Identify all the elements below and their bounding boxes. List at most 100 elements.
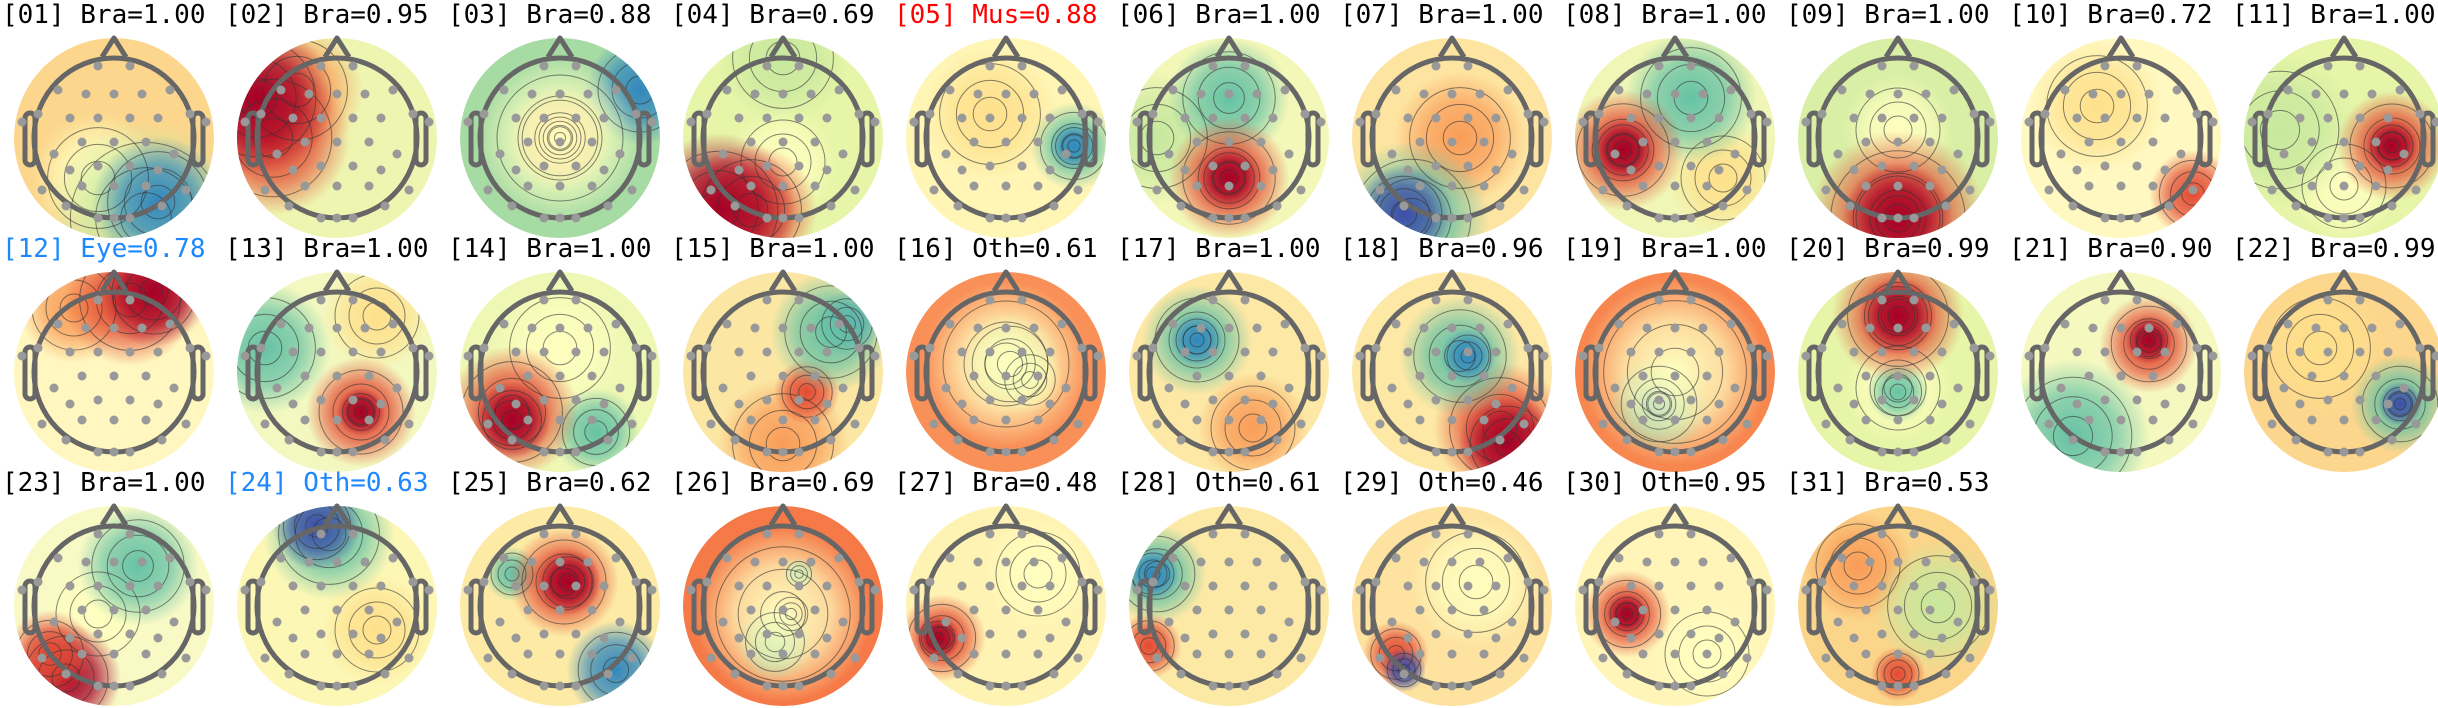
- electrode: [1416, 372, 1425, 381]
- electrode: [1209, 62, 1218, 71]
- component-title: [22] Bra=0.99: [2232, 234, 2436, 264]
- electrode: [1671, 324, 1680, 333]
- electrode: [556, 448, 565, 457]
- electrode: [1376, 654, 1385, 663]
- electrode: [747, 138, 756, 147]
- electrode: [811, 650, 820, 659]
- electrode: [464, 118, 473, 127]
- electrode: [1241, 630, 1250, 639]
- electrode: [2416, 344, 2425, 353]
- electrode: [604, 670, 613, 679]
- topomap-component: [08] Bra=1.00: [1563, 0, 1786, 230]
- component-title: [24] Oth=0.63: [225, 468, 429, 498]
- electrode: [1448, 90, 1457, 99]
- electrode: [2388, 436, 2397, 445]
- electrode: [154, 582, 163, 591]
- electrode: [1703, 606, 1712, 615]
- electrode: [1177, 436, 1186, 445]
- electrode: [1269, 582, 1278, 591]
- electrode: [1034, 138, 1043, 147]
- electrode: [1074, 654, 1083, 663]
- electrode: [1225, 138, 1234, 147]
- electrode: [1822, 420, 1831, 429]
- electrode: [1002, 182, 1011, 191]
- electrode: [1432, 630, 1441, 639]
- electrode: [2073, 348, 2082, 357]
- electrode: [349, 396, 358, 405]
- electrode: [628, 186, 637, 195]
- electrode: [584, 558, 593, 567]
- electrode: [1050, 202, 1059, 211]
- electrode: [986, 530, 995, 539]
- electrode: [1002, 372, 1011, 381]
- electrode: [1480, 416, 1489, 425]
- electrode: [1615, 86, 1624, 95]
- electrode: [1281, 554, 1290, 563]
- electrode: [2189, 186, 2198, 195]
- topomap: [653, 30, 913, 240]
- electrode: [2340, 448, 2349, 457]
- electrode: [556, 650, 565, 659]
- electrode: [986, 114, 995, 123]
- electrode: [1719, 202, 1728, 211]
- electrode: [1627, 114, 1636, 123]
- electrode: [1492, 114, 1501, 123]
- electrode: [1420, 558, 1429, 567]
- electrode: [277, 86, 286, 95]
- electrode: [1699, 324, 1708, 333]
- electrode: [110, 214, 119, 223]
- electrode: [2085, 372, 2094, 381]
- electrode: [78, 138, 87, 147]
- electrode: [2324, 62, 2333, 71]
- electrode: [540, 296, 549, 305]
- electrode: [1496, 670, 1505, 679]
- electrode: [389, 554, 398, 563]
- topomap-component: [03] Bra=0.88: [448, 0, 671, 230]
- electrode: [1966, 420, 1975, 429]
- electrode: [687, 118, 696, 127]
- electrode: [1926, 416, 1935, 425]
- electrode: [480, 110, 489, 119]
- electrode: [1416, 650, 1425, 659]
- component-title: [13] Bra=1.00: [225, 234, 429, 264]
- electrode: [1165, 150, 1174, 159]
- topomap: [430, 498, 690, 708]
- electrode: [1866, 324, 1875, 333]
- electrode: [930, 654, 939, 663]
- electrode: [464, 586, 473, 595]
- electrode: [126, 448, 135, 457]
- electrode: [1878, 396, 1887, 405]
- electrode: [2133, 62, 2142, 71]
- electrode: [1655, 582, 1664, 591]
- electrode: [1030, 90, 1039, 99]
- electrode: [94, 530, 103, 539]
- electrode: [1480, 650, 1489, 659]
- electrode: [1687, 396, 1696, 405]
- component-title: [18] Bra=0.96: [1340, 234, 1544, 264]
- topomap: [1545, 30, 1805, 240]
- topomap-component: [28] Oth=0.61: [1117, 468, 1340, 698]
- electrode: [839, 618, 848, 627]
- electrode: [1464, 62, 1473, 71]
- component-title: [12] Eye=0.78: [2, 234, 206, 264]
- electrode: [166, 554, 175, 563]
- electrode: [2073, 400, 2082, 409]
- electrode: [2340, 416, 2349, 425]
- electrode: [970, 182, 979, 191]
- electrode: [1639, 182, 1648, 191]
- electrode: [1181, 166, 1190, 175]
- electrode: [2101, 348, 2110, 357]
- electrode: [958, 114, 967, 123]
- electrode: [365, 650, 374, 659]
- electrode: [305, 324, 314, 333]
- electrode: [556, 138, 565, 147]
- electrode: [1910, 530, 1919, 539]
- component-title: [10] Bra=0.72: [2009, 0, 2213, 30]
- electrode: [2045, 186, 2054, 195]
- electrode: [540, 214, 549, 223]
- electrode: [1699, 558, 1708, 567]
- electrode: [1297, 420, 1306, 429]
- electrode: [349, 214, 358, 223]
- electrode: [540, 682, 549, 691]
- electrode: [82, 558, 91, 567]
